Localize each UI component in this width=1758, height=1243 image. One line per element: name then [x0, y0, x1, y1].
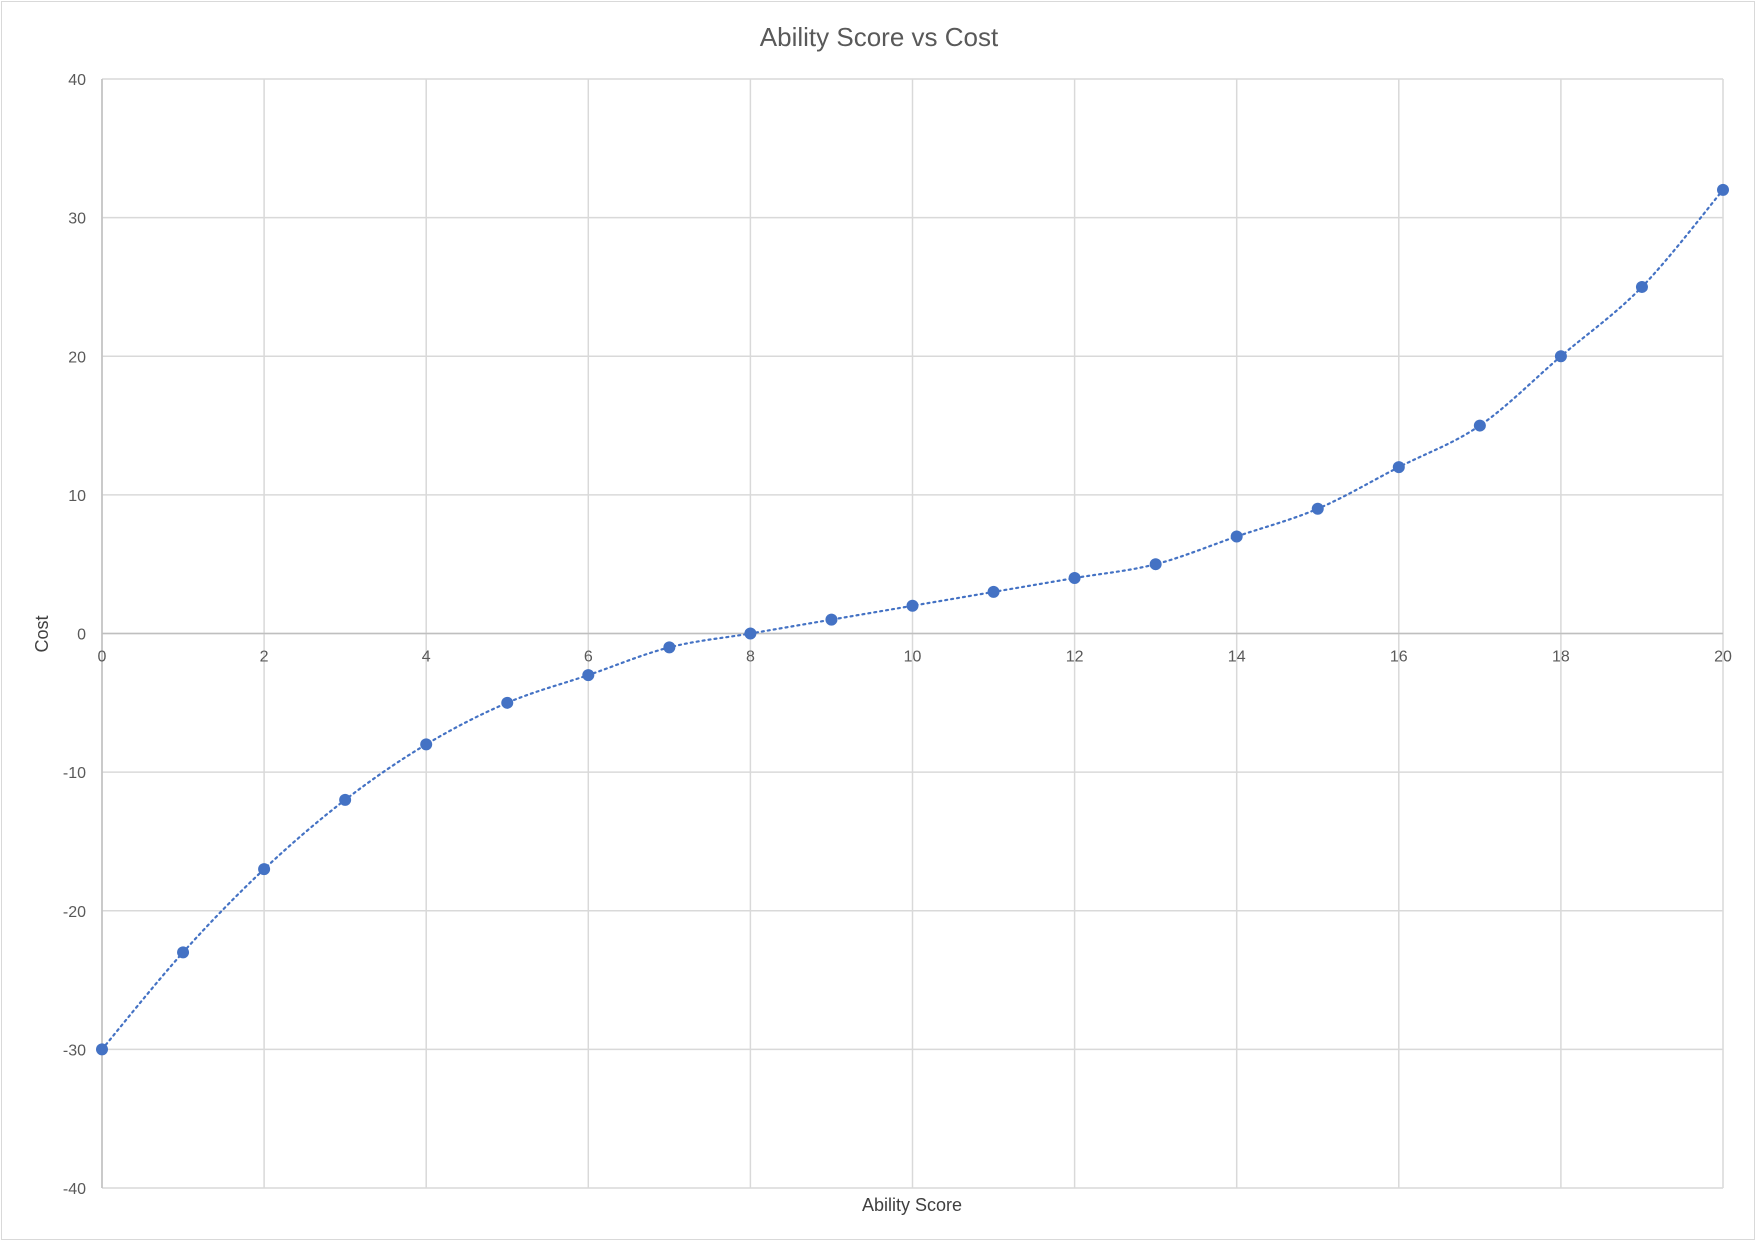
y-tick-label: -30	[63, 1042, 86, 1059]
data-point	[177, 946, 190, 959]
data-point	[501, 696, 514, 709]
data-point	[987, 585, 1000, 598]
data-point	[663, 641, 676, 654]
x-tick-label: 16	[1390, 649, 1408, 666]
data-point	[1635, 280, 1648, 293]
data-point	[1149, 558, 1162, 571]
data-point	[1717, 183, 1729, 196]
data-point	[1473, 419, 1486, 432]
data-point	[420, 738, 433, 751]
x-tick-label: 8	[746, 649, 755, 666]
data-point	[1068, 572, 1081, 585]
data-point	[582, 669, 595, 682]
data-point	[258, 863, 271, 876]
x-tick-label: 12	[1066, 649, 1084, 666]
y-tick-label: 10	[68, 488, 86, 505]
y-axis-title: Cost	[32, 615, 52, 652]
axes	[101, 79, 1723, 1188]
data-point	[744, 627, 757, 640]
data-point	[339, 793, 352, 806]
x-tick-label: 0	[98, 649, 107, 666]
x-tick-label: 10	[904, 649, 922, 666]
x-tick-label: 6	[584, 649, 593, 666]
tick-labels: 0 2 4 6 8 10 12 14 16 18 20 40 30 20 10 0 -10 -20 -30 -40	[63, 72, 1732, 1198]
y-tick-label: -10	[63, 765, 86, 782]
y-tick-label: 40	[68, 72, 86, 89]
data-point	[1392, 461, 1405, 474]
y-tick-label: -40	[63, 1181, 86, 1198]
x-tick-label: 20	[1714, 649, 1732, 666]
x-tick-label: 14	[1228, 649, 1246, 666]
data-point	[825, 613, 838, 626]
x-tick-label: 2	[260, 649, 269, 666]
data-point	[1311, 502, 1324, 515]
x-axis-title: Ability Score	[862, 1195, 962, 1215]
data-point	[1230, 530, 1243, 543]
data-point	[1554, 350, 1567, 363]
y-tick-label: -20	[63, 904, 86, 921]
x-tick-label: 18	[1552, 649, 1570, 666]
chart-title: Ability Score vs Cost	[760, 22, 999, 52]
data-point	[906, 599, 919, 612]
data-point	[96, 1043, 108, 1056]
y-tick-label: 30	[68, 211, 86, 228]
x-tick-label: 4	[422, 649, 431, 666]
series-layer	[96, 183, 1729, 1056]
y-tick-label: 0	[77, 627, 86, 644]
y-tick-label: 20	[68, 349, 86, 366]
